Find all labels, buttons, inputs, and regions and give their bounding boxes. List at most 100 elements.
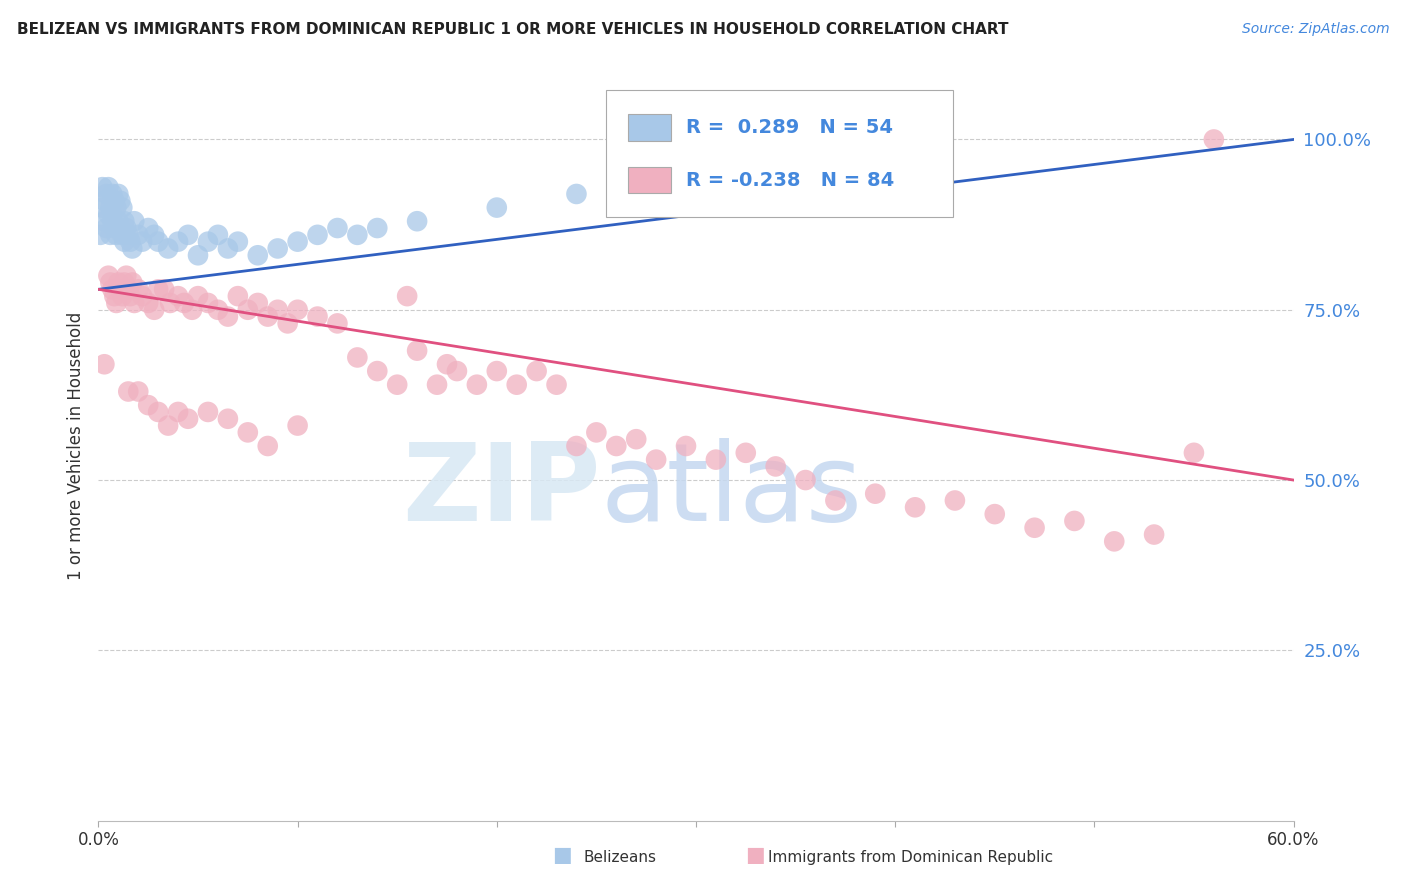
Point: [406, 343, 429, 358]
Point: [101, 186, 124, 201]
Point: [197, 235, 219, 249]
Point: [734, 446, 756, 460]
Point: [157, 242, 180, 256]
Point: [103, 194, 125, 208]
Point: [110, 282, 132, 296]
Point: [110, 221, 132, 235]
Point: [111, 201, 134, 215]
Point: [115, 268, 138, 283]
Point: [127, 227, 149, 242]
Point: [112, 235, 135, 249]
Point: [396, 289, 419, 303]
Point: [121, 242, 143, 256]
Point: [1024, 521, 1046, 535]
Point: [121, 276, 143, 290]
Y-axis label: 1 or more Vehicles in Household: 1 or more Vehicles in Household: [66, 312, 84, 580]
FancyBboxPatch shape: [628, 114, 671, 141]
Point: [120, 289, 142, 303]
Point: [346, 227, 368, 242]
Point: [287, 235, 309, 249]
Text: ■: ■: [745, 846, 765, 865]
Point: [645, 452, 668, 467]
Point: [246, 296, 269, 310]
Point: [117, 227, 139, 242]
Point: [485, 201, 508, 215]
Point: [167, 235, 190, 249]
Point: [217, 411, 239, 425]
Point: [1202, 132, 1225, 146]
Point: [110, 194, 132, 208]
Point: [765, 459, 787, 474]
Point: [173, 296, 195, 310]
Point: [167, 405, 190, 419]
Point: [565, 439, 588, 453]
Point: [1063, 514, 1085, 528]
Point: [943, 493, 966, 508]
Point: [236, 302, 259, 317]
Point: [105, 201, 128, 215]
Point: [157, 418, 180, 433]
Point: [101, 282, 124, 296]
Point: [326, 221, 349, 235]
Point: [105, 296, 128, 310]
Point: [426, 377, 449, 392]
Point: [97, 207, 120, 221]
Point: [107, 214, 129, 228]
FancyBboxPatch shape: [628, 167, 671, 194]
Point: [111, 289, 134, 303]
Point: [115, 221, 138, 235]
Point: [167, 289, 190, 303]
Point: [346, 351, 368, 365]
Point: [645, 173, 668, 187]
Point: [93, 357, 115, 371]
Point: [103, 221, 125, 235]
Point: [1143, 527, 1166, 541]
Text: Source: ZipAtlas.com: Source: ZipAtlas.com: [1241, 22, 1389, 37]
Point: [111, 227, 134, 242]
Text: BELIZEAN VS IMMIGRANTS FROM DOMINICAN REPUBLIC 1 OR MORE VEHICLES IN HOUSEHOLD C: BELIZEAN VS IMMIGRANTS FROM DOMINICAN RE…: [17, 22, 1008, 37]
Text: ■: ■: [553, 846, 572, 865]
Point: [89, 227, 111, 242]
Point: [246, 248, 269, 262]
Point: [485, 364, 508, 378]
Point: [366, 221, 388, 235]
Point: [143, 227, 166, 242]
Point: [1182, 446, 1205, 460]
Point: [187, 248, 209, 262]
Point: [546, 377, 568, 392]
Point: [406, 214, 429, 228]
Point: [107, 186, 129, 201]
Point: [217, 310, 239, 324]
Point: [626, 432, 648, 446]
Point: [107, 276, 129, 290]
Point: [101, 214, 124, 228]
Text: Belizeans: Belizeans: [583, 850, 657, 865]
Text: R =  0.289   N = 54: R = 0.289 N = 54: [686, 118, 893, 137]
Point: [91, 201, 114, 215]
Point: [112, 276, 135, 290]
Text: atlas: atlas: [600, 438, 862, 544]
Point: [904, 500, 927, 515]
Point: [207, 227, 229, 242]
Point: [217, 242, 239, 256]
Point: [267, 242, 290, 256]
Point: [385, 377, 409, 392]
Point: [124, 214, 146, 228]
Point: [127, 384, 149, 399]
Point: [131, 235, 153, 249]
Point: [136, 221, 159, 235]
Point: [148, 405, 170, 419]
Point: [120, 235, 142, 249]
Point: [605, 439, 627, 453]
Point: [675, 439, 697, 453]
Point: [148, 235, 170, 249]
Point: [1104, 534, 1126, 549]
Point: [124, 296, 146, 310]
Point: [127, 282, 149, 296]
Point: [256, 310, 278, 324]
Point: [506, 377, 529, 392]
Point: [207, 302, 229, 317]
Point: [187, 289, 209, 303]
Point: [148, 282, 170, 296]
Point: [98, 201, 122, 215]
